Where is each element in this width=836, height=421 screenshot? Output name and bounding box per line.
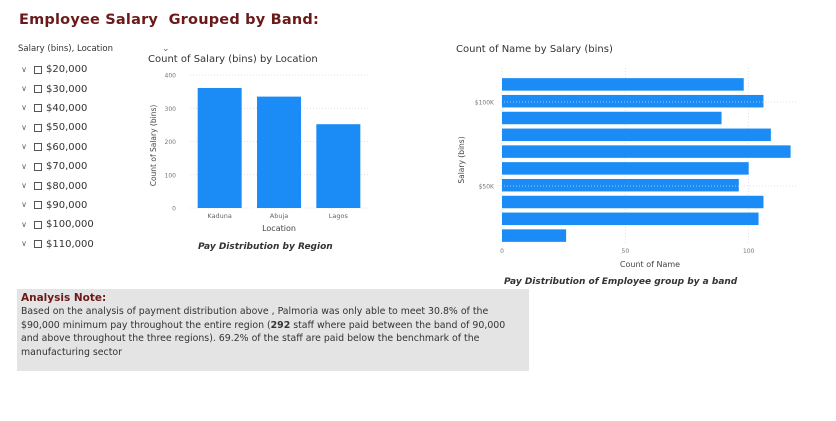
slicer-checkbox[interactable]	[34, 104, 42, 113]
y-tick-label: $50K	[479, 184, 495, 191]
slicer-item-label: $100,000	[46, 219, 94, 231]
slicer-checkbox[interactable]	[34, 201, 42, 210]
x-axis-label: Count of Name	[620, 260, 680, 269]
slicer-list: ∨ $20,000 ∨ $30,000 ∨ $40,000 ∨ $50,000 ∨ $60,000…	[18, 60, 138, 254]
slicer-item[interactable]: ∨ $50,000	[18, 118, 138, 137]
chevron-down-icon[interactable]: ∨	[21, 122, 27, 132]
chevron-down-icon[interactable]: ⌄	[162, 44, 170, 54]
slicer-checkbox[interactable]	[34, 85, 42, 94]
slicer-item[interactable]: ∨ $110,000	[18, 235, 138, 254]
salary-location-slicer: Salary (bins), Location ∨ $20,000 ∨ $30,000…	[18, 44, 138, 254]
slicer-item[interactable]: ∨ $80,000	[18, 176, 138, 195]
slicer-item[interactable]: ∨ $100,000	[18, 215, 138, 234]
bar	[502, 111, 722, 125]
right-chart-caption: Pay Distribution of Employee group by a …	[504, 277, 738, 287]
y-tick-label: 300	[165, 106, 177, 113]
bar	[502, 162, 749, 175]
slicer-item-label: $90,000	[46, 199, 88, 211]
page-title: Employee Salary Grouped by Band:	[19, 12, 319, 28]
slicer-item-label: $70,000	[46, 161, 88, 173]
x-tick-label: Abuja	[270, 212, 288, 220]
x-tick-label: 50	[622, 248, 630, 255]
analysis-note-title: Analysis Note:	[21, 292, 107, 304]
slicer-item[interactable]: ∨ $70,000	[18, 157, 138, 176]
chevron-down-icon[interactable]: ∨	[21, 103, 27, 113]
chevron-down-icon[interactable]: ∨	[21, 181, 27, 191]
left-chart-title: Count of Salary (bins) by Location	[148, 54, 318, 65]
chevron-down-icon[interactable]: ∨	[21, 219, 27, 229]
bar	[502, 78, 744, 91]
bar	[502, 145, 791, 158]
slicer-checkbox[interactable]	[34, 162, 42, 171]
slicer-title: Salary (bins), Location	[18, 44, 113, 54]
bar	[502, 94, 764, 108]
note-text: staff where paid between the band of 90,…	[21, 319, 506, 358]
slicer-checkbox[interactable]	[34, 182, 42, 191]
slicer-item[interactable]: ∨ $20,000	[18, 60, 138, 79]
left-chart-caption: Pay Distribution by Region	[198, 242, 333, 252]
y-tick-label: $100K	[475, 100, 495, 107]
slicer-checkbox[interactable]	[34, 65, 42, 74]
x-tick-label: Lagos	[329, 212, 349, 220]
slicer-checkbox[interactable]	[34, 143, 42, 152]
chevron-down-icon[interactable]: ∨	[21, 239, 27, 249]
note-staff-count: 292	[270, 319, 291, 331]
chevron-down-icon[interactable]: ∨	[21, 161, 27, 171]
bar	[502, 212, 759, 226]
chevron-down-icon[interactable]: ∨	[21, 84, 27, 94]
slicer-item-label: $50,000	[46, 122, 88, 134]
chevron-down-icon[interactable]: ∨	[21, 200, 27, 210]
analysis-note: Analysis Note: Based on the analysis of …	[17, 289, 529, 371]
slicer-checkbox[interactable]	[34, 123, 42, 132]
y-axis-label: Count of Salary (bins)	[149, 105, 158, 187]
slicer-checkbox[interactable]	[34, 220, 42, 229]
chevron-down-icon[interactable]: ∨	[21, 64, 27, 74]
slicer-item-label: $80,000	[46, 180, 88, 192]
slicer-item-label: $20,000	[46, 64, 88, 76]
y-axis-label: Salary (bins)	[457, 136, 466, 183]
slicer-item-label: $30,000	[46, 83, 88, 95]
analysis-note-body: Based on the analysis of payment distrib…	[21, 305, 525, 359]
bar	[316, 124, 361, 208]
slicer-checkbox[interactable]	[34, 240, 42, 249]
y-tick-label: 0	[172, 206, 176, 213]
x-tick-label: 0	[500, 248, 504, 255]
bar	[502, 128, 771, 142]
slicer-item[interactable]: ∨ $60,000	[18, 138, 138, 157]
y-tick-label: 100	[165, 172, 177, 179]
y-tick-label: 200	[165, 139, 177, 146]
note-text: Based on the analysis of payment distrib…	[21, 306, 489, 331]
bar	[502, 178, 739, 192]
chevron-down-icon[interactable]: ∨	[21, 142, 27, 152]
slicer-item-label: $40,000	[46, 102, 88, 114]
x-tick-label: Kaduna	[207, 212, 231, 220]
y-tick-label: 400	[165, 73, 177, 80]
slicer-item[interactable]: ∨ $90,000	[18, 196, 138, 215]
x-axis-label: Location	[262, 224, 296, 233]
x-tick-label: 100	[743, 248, 755, 255]
bar	[502, 229, 567, 242]
bar	[197, 87, 242, 208]
slicer-item[interactable]: ∨ $40,000	[18, 99, 138, 118]
slicer-item[interactable]: ∨ $30,000	[18, 79, 138, 98]
right-chart-title: Count of Name by Salary (bins)	[456, 44, 613, 55]
salary-band-bar-chart: 0 50 100 $100K $50K Count of Name Salary (bins…	[457, 68, 798, 269]
slicer-item-label: $110,000	[46, 238, 94, 250]
bar	[502, 195, 764, 209]
bar	[257, 96, 301, 208]
location-bar-chart: 0 100 200 300 400 Kaduna Abuja Lagos Location Cou…	[149, 73, 368, 233]
slicer-item-label: $60,000	[46, 141, 88, 153]
